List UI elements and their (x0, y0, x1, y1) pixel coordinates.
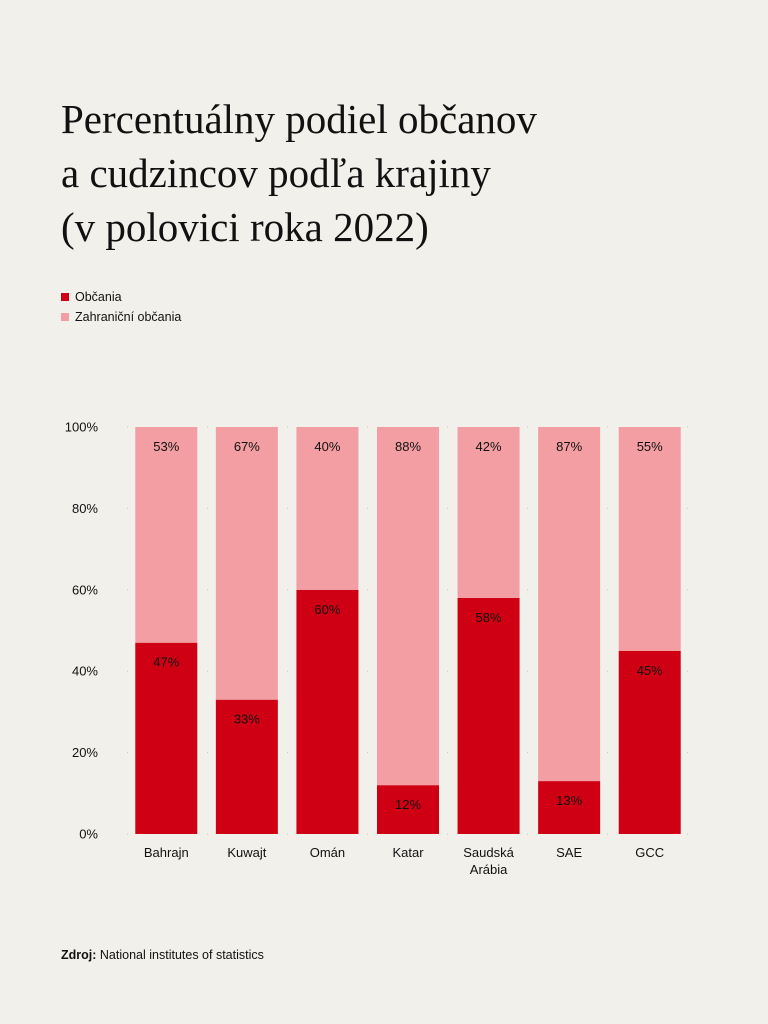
bar-foreigners (538, 427, 601, 782)
bar-citizens (215, 699, 278, 834)
bar-citizens (377, 785, 439, 834)
chart-title-line-1: Percentuálny podiel občanov (61, 96, 537, 142)
x-category-label: Katar (392, 845, 424, 860)
bar-citizens (538, 781, 601, 834)
chart-title-line-3: (v polovici roka 2022) (61, 204, 429, 250)
bar-citizens (618, 650, 681, 834)
data-label-citizens: 12% (395, 797, 421, 812)
y-tick-label: 60% (72, 582, 98, 597)
bar-foreigners (135, 427, 198, 643)
legend-swatch-foreigners (61, 313, 69, 321)
legend-label-citizens: Občania (75, 290, 122, 304)
data-label-foreigners: 55% (637, 439, 663, 454)
x-category-label: GCC (635, 845, 664, 860)
legend-swatch-citizens (61, 293, 69, 301)
y-tick-label: 80% (72, 501, 98, 516)
x-category-label: Saudská (463, 845, 514, 860)
bar-citizens (135, 642, 198, 834)
source-note: Zdroj: National institutes of statistics (61, 948, 264, 962)
bar-foreigners (457, 427, 520, 598)
x-category-label: Omán (310, 845, 345, 860)
legend-item-citizens: Občania (61, 287, 181, 307)
bar-foreigners (377, 427, 439, 786)
bar-foreigners (296, 427, 359, 590)
x-category-label: Arábia (470, 862, 508, 877)
chart-title-line-2: a cudzincov podľa krajiny (61, 150, 491, 196)
y-tick-label: 40% (72, 664, 98, 679)
chart-title: Percentuálny podiel občanov a cudzincov … (61, 92, 721, 254)
data-label-foreigners: 87% (556, 439, 582, 454)
source-text: National institutes of statistics (99, 948, 264, 962)
data-label-foreigners: 42% (476, 439, 502, 454)
legend-item-foreigners: Zahraniční občania (61, 307, 181, 327)
x-category-label: Kuwajt (227, 845, 266, 860)
y-tick-label: 20% (72, 745, 98, 760)
x-category-label: Bahrajn (144, 845, 189, 860)
data-label-foreigners: 88% (395, 439, 421, 454)
data-label-foreigners: 53% (153, 439, 179, 454)
bar-citizens (296, 589, 359, 834)
data-label-citizens: 13% (556, 793, 582, 808)
data-label-foreigners: 40% (314, 439, 340, 454)
data-label-citizens: 45% (637, 663, 663, 678)
x-category-label: SAE (556, 845, 582, 860)
y-tick-label: 100% (65, 420, 99, 435)
data-label-citizens: 47% (153, 655, 179, 670)
bar-citizens (457, 597, 520, 834)
legend-label-foreigners: Zahraniční občania (75, 310, 182, 324)
data-label-citizens: 33% (234, 712, 260, 727)
data-label-citizens: 58% (476, 610, 502, 625)
y-tick-label: 0% (79, 827, 98, 842)
data-label-citizens: 60% (314, 602, 340, 617)
bar-foreigners (215, 427, 278, 700)
legend: Občania Zahraniční občania (61, 287, 181, 327)
bar-foreigners (618, 427, 681, 651)
source-label: Zdroj: (61, 948, 97, 962)
data-label-foreigners: 67% (234, 439, 260, 454)
stacked-bar-chart: 0% 20% 40% 60% 80% 100% 47% 53% Bahrajn 33% 67% Kuw… (65, 420, 690, 877)
